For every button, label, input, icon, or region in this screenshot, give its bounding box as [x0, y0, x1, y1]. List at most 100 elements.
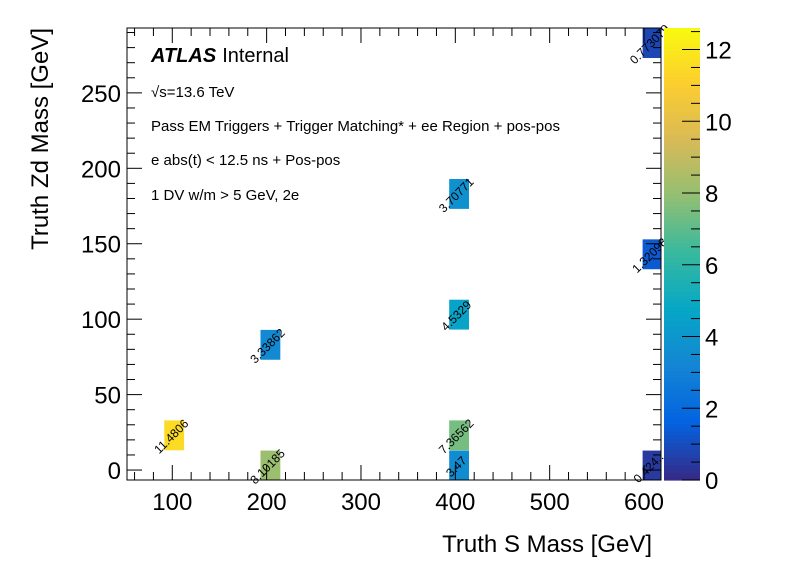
internal-text: Internal	[222, 45, 289, 67]
heatmap-cell	[642, 450, 661, 480]
colorbar-segment	[664, 453, 700, 458]
x-tick-label: 400	[435, 489, 475, 516]
colorbar-segment	[664, 35, 700, 40]
colorbar-segment	[664, 351, 700, 357]
colorbar-segment	[664, 84, 700, 89]
colorbar-segment	[664, 318, 700, 323]
colorbar-segment	[664, 174, 700, 180]
y-axis-label: Truth Zd Mass [GeV]	[27, 28, 54, 250]
colorbar-segment	[664, 171, 700, 176]
colorbar-tick-label: 8	[705, 181, 718, 208]
colorbar-segment	[664, 159, 700, 165]
colorbar-segment	[664, 242, 700, 248]
colorbar-segment	[664, 367, 700, 372]
colorbar-segment	[664, 50, 700, 55]
colorbar-tick-label: 10	[705, 109, 732, 136]
colorbar-segment	[664, 238, 700, 244]
colorbar-segment	[664, 442, 700, 447]
colorbar-segment	[664, 231, 700, 236]
selection-line-2: e abs(t) < 12.5 ns + Pos-pos	[151, 152, 340, 169]
colorbar-segment	[664, 355, 700, 361]
colorbar-segment	[664, 54, 700, 59]
colorbar-segment	[664, 205, 700, 210]
colorbar-segment	[664, 163, 700, 168]
colorbar-segment	[664, 144, 700, 150]
colorbar-segment	[664, 28, 700, 33]
colorbar-segment	[664, 114, 700, 119]
colorbar-segment	[664, 287, 700, 293]
colorbar-segment	[664, 269, 700, 274]
colorbar-segment	[664, 189, 700, 195]
colorbar-segment	[664, 129, 700, 135]
colorbar-segment	[664, 88, 700, 93]
colorbar-segment	[664, 404, 700, 410]
atlas-label: ATLAS Internal	[150, 45, 289, 67]
selection-line-3: 1 DV w/m > 5 GeV, 2e	[151, 187, 299, 204]
colorbar-segment	[664, 393, 700, 398]
colorbar-segment	[664, 280, 700, 285]
colorbar-segment	[664, 272, 700, 278]
colorbar-segment	[664, 438, 700, 443]
heatmap-cell	[449, 450, 470, 480]
heatmap-cell	[164, 420, 185, 451]
colorbar-segment	[664, 472, 700, 477]
heatmap-cell	[642, 28, 661, 59]
colorbar-segment	[664, 95, 700, 101]
colorbar-tick-label: 0	[705, 468, 718, 495]
colorbar-segment	[664, 408, 700, 413]
colorbar-segment	[664, 261, 700, 266]
colorbar-segment	[664, 382, 700, 387]
colorbar-segment	[664, 310, 700, 315]
colorbar-segment	[664, 223, 700, 229]
colorbar-tick-label: 2	[705, 396, 718, 423]
colorbar-segment	[664, 137, 700, 142]
colorbar-segment	[664, 133, 700, 138]
colorbar-segment	[664, 427, 700, 432]
colorbar-segment	[664, 340, 700, 345]
colorbar-segment	[664, 110, 700, 116]
colorbar-segment	[664, 449, 700, 455]
colorbar-segment	[664, 152, 700, 157]
colorbar-segment	[664, 276, 700, 281]
colorbar-segment	[664, 148, 700, 153]
colorbar-segment	[664, 201, 700, 206]
colorbar-tick-label: 6	[705, 253, 718, 280]
colorbar-segment	[664, 359, 700, 364]
energy-label: √s=13.6 TeV	[151, 84, 234, 101]
x-tick-label: 100	[152, 489, 192, 516]
colorbar-segment	[664, 80, 700, 86]
colorbar-segment	[664, 423, 700, 428]
colorbar-segment	[664, 58, 700, 63]
x-tick-label: 600	[624, 489, 664, 516]
colorbar-segment	[664, 385, 700, 391]
y-tick-label: 250	[81, 81, 121, 108]
colorbar-segment	[664, 103, 700, 108]
colorbar-tick-label: 12	[705, 38, 732, 65]
atlas-logo-text: ATLAS	[150, 45, 217, 67]
colorbar-segment	[664, 193, 700, 199]
colorbar-tick-label: 4	[705, 325, 718, 352]
colorbar-segment	[664, 39, 700, 44]
colorbar-segment	[664, 250, 700, 255]
colorbar-segment	[664, 99, 700, 104]
colorbar-segment	[664, 31, 700, 37]
colorbar-segment	[664, 156, 700, 161]
colorbar-segment	[664, 197, 700, 202]
colorbar-segment	[664, 325, 700, 330]
heatmap-cell	[449, 299, 470, 330]
heatmap-cell	[449, 179, 470, 209]
colorbar-segment	[664, 431, 700, 436]
colorbar-segment	[664, 43, 700, 48]
colorbar-segment	[664, 107, 700, 112]
x-tick-label: 200	[247, 489, 287, 516]
colorbar-segment	[664, 306, 700, 312]
colorbar-segment	[664, 348, 700, 353]
colorbar-segment	[664, 254, 700, 259]
heatmap-cell	[449, 420, 470, 451]
colorbar-segment	[664, 246, 700, 251]
heatmap-cell	[260, 329, 281, 360]
colorbar-segment	[664, 314, 700, 319]
y-tick-label: 100	[81, 307, 121, 334]
